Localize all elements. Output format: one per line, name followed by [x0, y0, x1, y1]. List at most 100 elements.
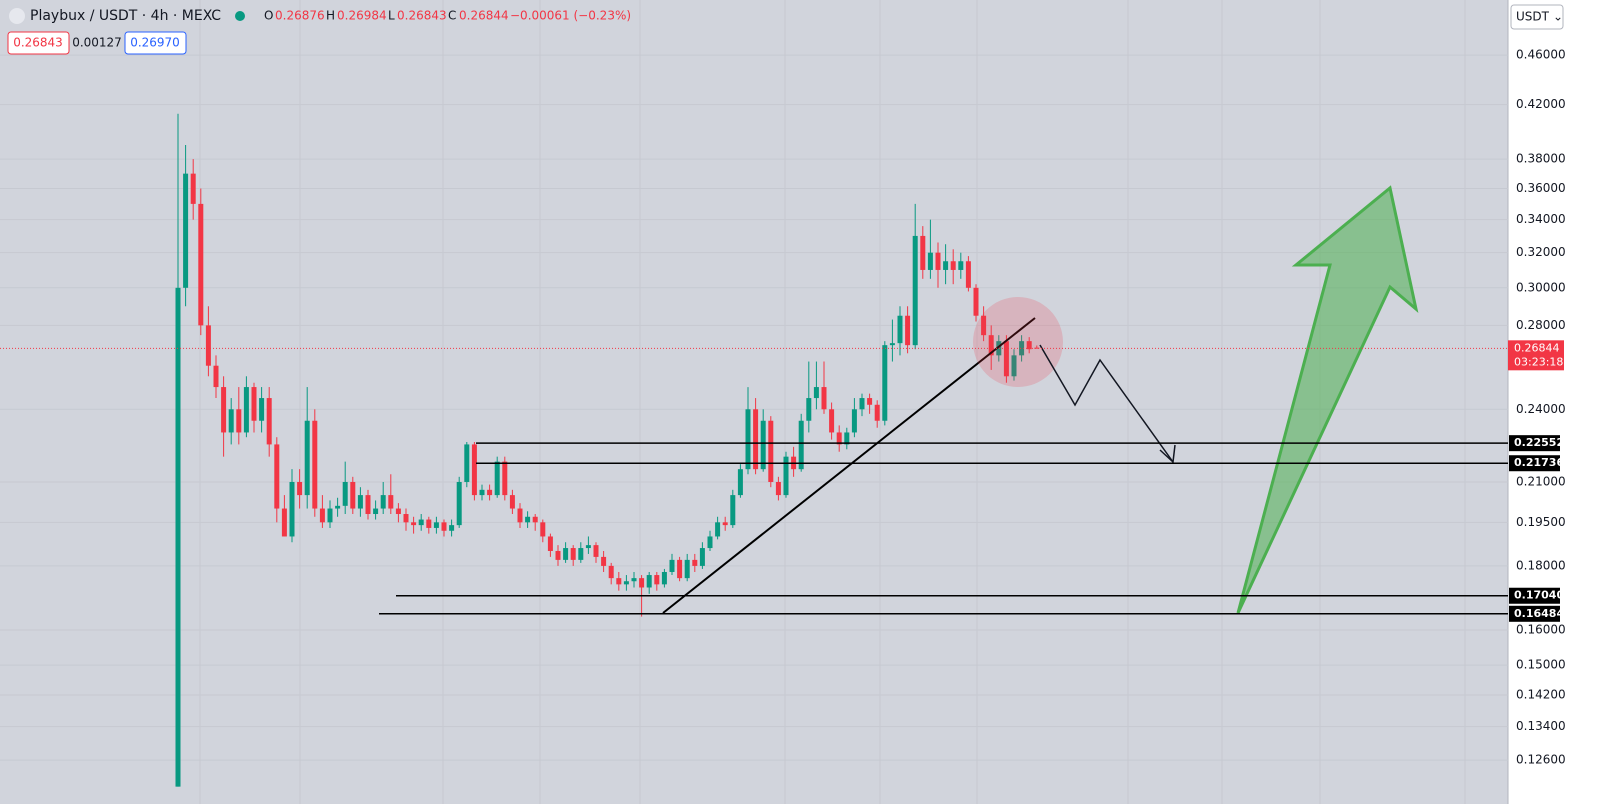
candle-body	[1003, 341, 1009, 377]
candle-body	[950, 261, 956, 270]
candle-body	[988, 335, 994, 356]
level-label: 0.22552	[1514, 436, 1564, 449]
status-dot	[235, 11, 245, 21]
candle-body	[639, 578, 645, 588]
candle-body	[813, 387, 819, 399]
candle-body	[205, 325, 211, 366]
candle-body	[259, 398, 265, 421]
level-label: 0.21736	[1514, 456, 1564, 469]
ask: 0.26970	[130, 36, 180, 50]
candle-body	[502, 461, 508, 496]
candle-body	[905, 315, 911, 346]
y-tick-label: 0.18000	[1516, 558, 1566, 572]
spread: 0.00127	[72, 36, 122, 50]
candle-body	[920, 235, 926, 270]
candle-body	[882, 345, 888, 421]
candle-body	[281, 508, 287, 537]
h-value: 0.26984	[337, 9, 387, 23]
y-tick-label: 0.30000	[1516, 280, 1566, 294]
candle-body	[798, 420, 804, 470]
candle-body	[730, 495, 736, 526]
bid-box[interactable]	[7, 31, 70, 55]
symbol-title: Playbux / USDT · 4h · MEXC	[30, 8, 221, 24]
candle-body	[699, 548, 705, 566]
drawings	[662, 185, 1419, 614]
level-tag	[1509, 435, 1560, 452]
candle-body	[707, 536, 713, 549]
candle-body	[464, 444, 470, 482]
candle-body	[449, 525, 455, 531]
candle-body	[236, 409, 242, 433]
candle-body	[783, 456, 789, 496]
c-value: 0.26844	[459, 9, 509, 23]
candle-body	[943, 261, 949, 270]
level-label: 0.16484	[1514, 607, 1564, 620]
h-label: H	[326, 9, 335, 23]
candle-body	[487, 489, 493, 496]
currency-select[interactable]	[1510, 4, 1564, 30]
candle-body	[1019, 341, 1025, 356]
time-grid	[199, 0, 1466, 804]
candle-body	[973, 287, 979, 316]
candle-body	[570, 548, 576, 560]
candle-body	[836, 432, 842, 445]
candle-body	[426, 519, 432, 528]
candle-body	[859, 398, 865, 410]
candle-body	[661, 571, 667, 585]
ask-box[interactable]	[124, 31, 187, 55]
candle-body	[373, 508, 379, 515]
bid: 0.26843	[13, 36, 63, 50]
y-tick-label: 0.42000	[1516, 97, 1566, 111]
level-tag	[1509, 605, 1560, 622]
candle-body	[471, 444, 477, 496]
y-tick-label: 0.14200	[1516, 687, 1566, 701]
change: −0.00061 (−0.23%)	[510, 9, 631, 23]
candle-body	[547, 536, 553, 551]
y-tick-label: 0.12600	[1516, 753, 1566, 767]
candle-body	[479, 489, 485, 496]
candle-body	[616, 578, 622, 585]
candle-body	[669, 559, 675, 572]
candle-body	[365, 495, 371, 515]
candle-body	[806, 398, 812, 421]
candle-body	[889, 343, 895, 346]
candle-body	[1026, 341, 1032, 350]
candle-body	[829, 409, 835, 433]
logo	[9, 8, 25, 24]
candle-body	[692, 559, 698, 566]
y-tick-label: 0.46000	[1516, 48, 1566, 62]
candle-body	[935, 252, 941, 270]
candle-body	[601, 556, 607, 566]
y-tick-label: 0.32000	[1516, 245, 1566, 259]
level-tag	[1509, 587, 1560, 604]
candle-body	[867, 398, 873, 405]
y-tick-label: 0.19500	[1516, 515, 1566, 529]
candle-body	[912, 235, 918, 346]
countdown: 03:23:18	[1514, 355, 1563, 368]
candle-body	[745, 409, 751, 470]
highlight-circle	[973, 297, 1063, 387]
candle-body	[1034, 347, 1040, 349]
candle-body	[357, 495, 363, 509]
plot-bg	[0, 0, 1508, 804]
trend-line	[662, 317, 1036, 614]
candle-body	[388, 495, 394, 509]
l-label: L	[388, 9, 395, 23]
candle-body	[411, 522, 417, 526]
candle-body	[342, 481, 348, 506]
last-price-tag	[1508, 340, 1564, 371]
candle-body	[319, 508, 325, 523]
up-arrow	[1236, 185, 1419, 614]
y-tick-label: 0.13400	[1516, 719, 1566, 733]
candle-body	[304, 420, 310, 496]
zigzag-arrow	[1039, 344, 1174, 463]
candle-body	[593, 545, 599, 557]
caret: ⌄	[1553, 10, 1563, 24]
candle-body	[684, 559, 690, 579]
candle-body	[927, 252, 933, 270]
candle-body	[525, 516, 531, 523]
candle-body	[874, 404, 880, 421]
y-tick-label: 0.34000	[1516, 212, 1566, 226]
candle-body	[213, 365, 219, 388]
candle-body	[715, 522, 721, 537]
